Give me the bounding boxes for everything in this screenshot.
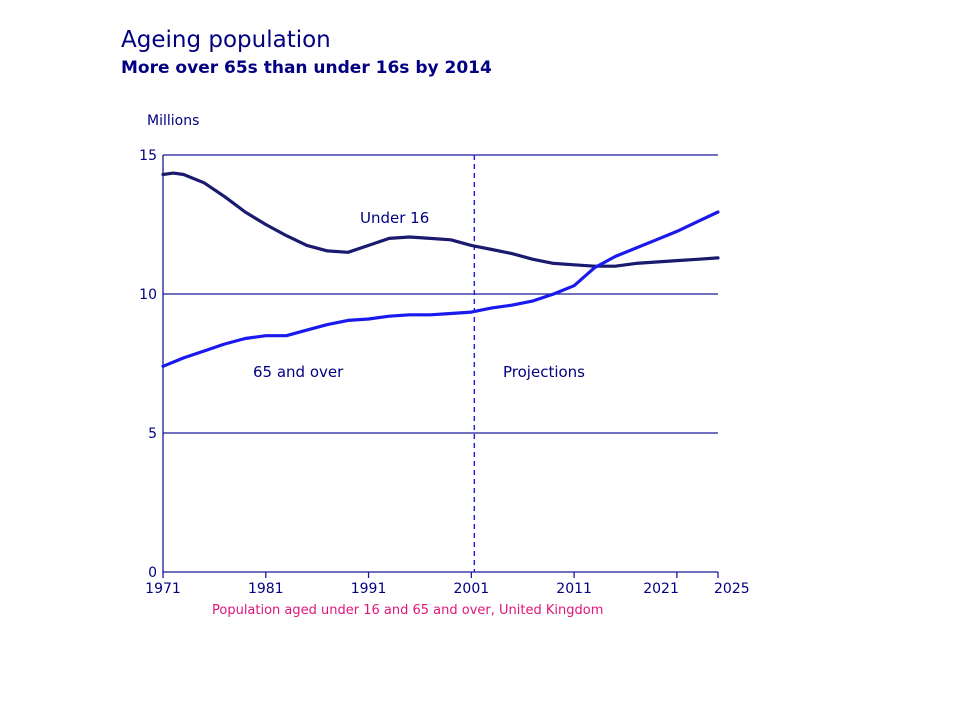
series-layer (161, 171, 720, 368)
y-tick-label: 10 (139, 287, 157, 303)
chart-subtitle: More over 65s than under 16s by 2014 (121, 58, 492, 78)
y-tick-label: 5 (148, 426, 157, 442)
x-tick-label: 2001 (454, 581, 490, 597)
series-line-65-and-over (161, 210, 720, 368)
y-axis-label: Millions (147, 113, 200, 129)
x-tick-label: 1971 (145, 581, 181, 597)
axis-layer: 0 5 10 15 1971 1981 1991 2001 2011 2021 2025 (139, 148, 749, 597)
chart-title: Ageing population (121, 27, 331, 53)
x-tick-label: 2011 (556, 581, 592, 597)
grid-layer (163, 154, 718, 573)
label-layer: Under 16 65 and over Projections Populat… (212, 209, 603, 618)
x-tick-label: 2025 (714, 581, 750, 597)
series-line-under-16 (161, 171, 720, 268)
annotation-under-16: Under 16 (360, 209, 429, 227)
source-caption: Population aged under 16 and 65 and over… (212, 603, 603, 618)
annotation-65-and-over: 65 and over (253, 363, 344, 381)
annotation-projections: Projections (503, 363, 585, 381)
y-tick-label: 15 (139, 148, 157, 164)
x-tick-label: 2021 (643, 581, 679, 597)
x-tick-label: 1991 (351, 581, 387, 597)
y-tick-label: 0 (148, 565, 157, 581)
x-tick-label: 1981 (248, 581, 284, 597)
